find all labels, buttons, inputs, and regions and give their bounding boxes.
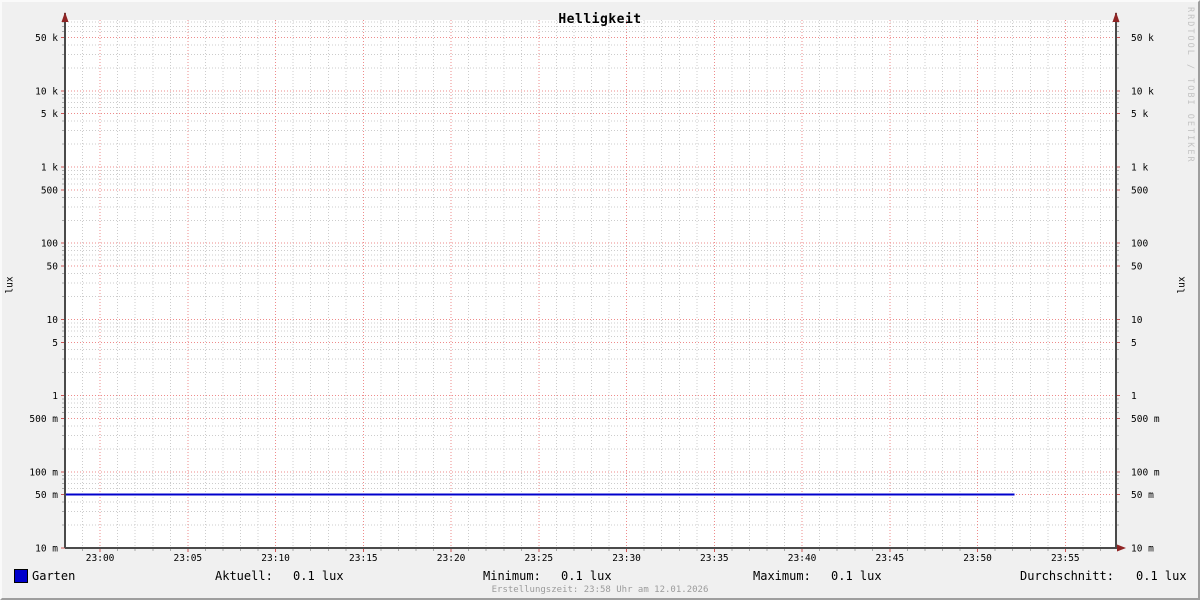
x-axis-tick-label: 23:20 — [437, 553, 466, 564]
stat-minimum-value: 0.1 lux — [561, 569, 612, 583]
y-axis-tick-label-right: 10 m — [1131, 544, 1154, 555]
y-axis-tick-label-left: 100 m — [29, 467, 58, 478]
x-axis-tick-label: 23:55 — [1051, 553, 1080, 564]
y-axis-tick-label-right: 500 m — [1131, 414, 1160, 425]
x-axis-tick-label: 23:25 — [525, 553, 554, 564]
y-axis-tick-label-left: 500 — [41, 185, 58, 196]
y-axis-tick-label-left: 50 m — [35, 490, 58, 501]
legend-series-name: Garten — [32, 569, 76, 583]
y-axis-tick-label-right: 5 k — [1131, 109, 1148, 120]
y-axis-tick-label-left: 5 — [52, 338, 58, 349]
x-axis-tick-label: 23:05 — [174, 553, 203, 564]
x-axis-tick-label: 23:45 — [876, 553, 905, 564]
y-axis-tick-label-right: 100 m — [1131, 467, 1160, 478]
y-axis-tick-label-left: 50 k — [35, 33, 58, 44]
y-axis-tick-label-right: 5 — [1131, 338, 1137, 349]
stat-aktuell-label: Aktuell: — [215, 569, 273, 583]
legend-color-swatch — [14, 569, 28, 583]
y-axis-tick-label-left: 10 k — [35, 86, 58, 97]
y-axis-tick-label-right: 500 — [1131, 185, 1148, 196]
x-axis-arrow — [1117, 544, 1126, 552]
y-axis-tick-label-right: 1 k — [1131, 163, 1148, 174]
x-axis-tick-label: 23:40 — [788, 553, 817, 564]
x-axis-tick-label: 23:15 — [349, 553, 378, 564]
x-axis-tick-label: 23:35 — [700, 553, 729, 564]
y-axis-tick-label-left: 10 m — [35, 544, 58, 555]
y-axis-tick-label-left: 50 — [47, 262, 59, 273]
stat-maximum-value: 0.1 lux — [831, 569, 882, 583]
stat-durchschnitt-value: 0.1 lux — [1136, 569, 1187, 583]
y-axis-tick-label-right: 100 — [1131, 239, 1148, 250]
page-title: Helligkeit — [558, 12, 642, 27]
y-axis-tick-label-right: 10 k — [1131, 86, 1154, 97]
y-axis-tick-label-right: 50 — [1131, 262, 1143, 273]
y-axis-tick-label-right: 50 m — [1131, 490, 1154, 501]
y-axis-label-left: lux — [4, 276, 16, 294]
stat-durchschnitt-label: Durchschnitt: — [1020, 569, 1114, 583]
y-axis-tick-label-right: 50 k — [1131, 33, 1154, 44]
y-axis-arrow-right — [1112, 12, 1120, 22]
x-axis-tick-label: 23:30 — [612, 553, 641, 564]
y-axis-tick-label-left: 1 k — [41, 163, 58, 174]
y-axis-tick-label-left: 1 — [52, 391, 58, 402]
stat-aktuell-value: 0.1 lux — [293, 569, 344, 583]
y-axis-label-right: lux — [1176, 276, 1188, 294]
creation-time-note: Erstellungszeit: 23:58 Uhr am 12.01.2026 — [491, 585, 709, 595]
y-axis-tick-label-left: 500 m — [29, 414, 58, 425]
y-axis-tick-label-left: 100 — [41, 239, 58, 250]
x-axis-tick-label: 23:10 — [261, 553, 290, 564]
rrdtool-watermark: RRDTOOL / TOBI OETIKER — [1185, 7, 1195, 164]
y-axis-tick-label-left: 5 k — [41, 109, 58, 120]
y-axis-tick-label-right: 10 — [1131, 315, 1143, 326]
stat-maximum-label: Maximum: — [753, 569, 811, 583]
y-axis-tick-label-right: 1 — [1131, 391, 1137, 402]
x-axis-tick-label: 23:50 — [963, 553, 992, 564]
y-axis-tick-label-left: 10 — [47, 315, 59, 326]
stat-minimum-label: Minimum: — [483, 569, 541, 583]
y-axis-arrow-left — [61, 12, 69, 22]
x-axis-tick-label: 23:00 — [86, 553, 115, 564]
